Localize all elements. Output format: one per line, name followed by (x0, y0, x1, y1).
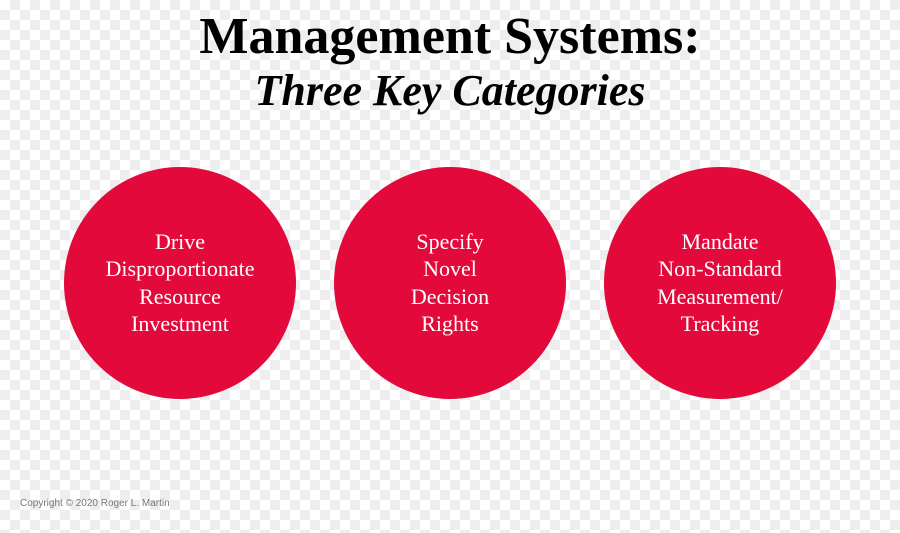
title-block: Management Systems: Three Key Categories (0, 0, 900, 115)
category-text-1: Drive Disproportionate Resource Investme… (105, 228, 254, 338)
category-circle-3: Mandate Non-Standard Measurement/ Tracki… (604, 167, 836, 399)
slide-subtitle: Three Key Categories (0, 67, 900, 115)
category-circle-2: Specify Novel Decision Rights (334, 167, 566, 399)
circles-row: Drive Disproportionate Resource Investme… (0, 167, 900, 399)
category-text-3: Mandate Non-Standard Measurement/ Tracki… (657, 228, 783, 338)
category-circle-1: Drive Disproportionate Resource Investme… (64, 167, 296, 399)
category-text-2: Specify Novel Decision Rights (411, 228, 489, 338)
copyright-notice: Copyright © 2020 Roger L. Martin (20, 498, 170, 509)
slide-title: Management Systems: (0, 10, 900, 65)
